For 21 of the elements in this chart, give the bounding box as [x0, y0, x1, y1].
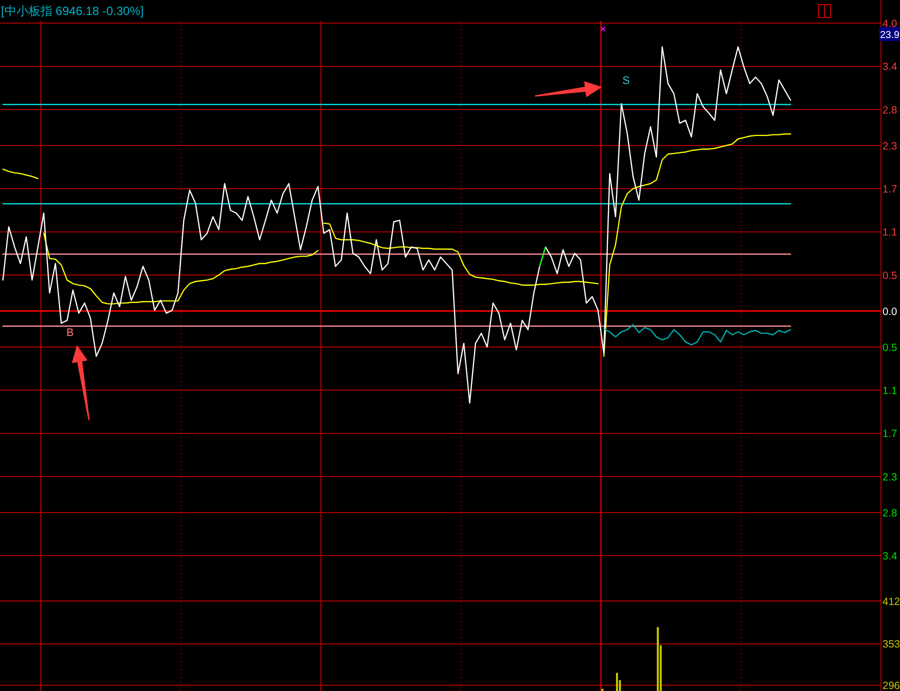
y-tick-label: 412 — [882, 596, 900, 608]
y-tick-label: 2.8 — [882, 104, 898, 116]
chart-title: [中小板指 6946.18 -0.30%] — [1, 4, 144, 18]
y-tick-label: 2.3 — [882, 471, 898, 484]
y-tick-label: 1.1 — [882, 384, 898, 397]
y-tick-label: 296 — [882, 680, 900, 691]
annotation: B — [66, 327, 74, 339]
y-tick-label: 0.5 — [882, 342, 898, 354]
y-tick-label: 0.5 — [882, 270, 898, 282]
annotation: S — [622, 75, 630, 87]
y-tick-label: 1.1 — [882, 226, 898, 239]
y-tick-label: 1.7 — [882, 183, 898, 196]
y-tick-label: 353 — [882, 638, 900, 651]
y-tick-label: 4.0 — [882, 18, 898, 30]
y-tick-label: 3.4 — [882, 61, 898, 74]
y-tick-label: 1.7 — [882, 428, 898, 440]
y-tick-label: 0.0 — [882, 306, 898, 318]
y-tick-label: 2.3 — [882, 140, 898, 152]
y-tick-label: 3.4 — [882, 550, 898, 562]
y-tick-label: 2.8 — [882, 507, 898, 520]
annotation: 23.9 — [880, 30, 900, 41]
